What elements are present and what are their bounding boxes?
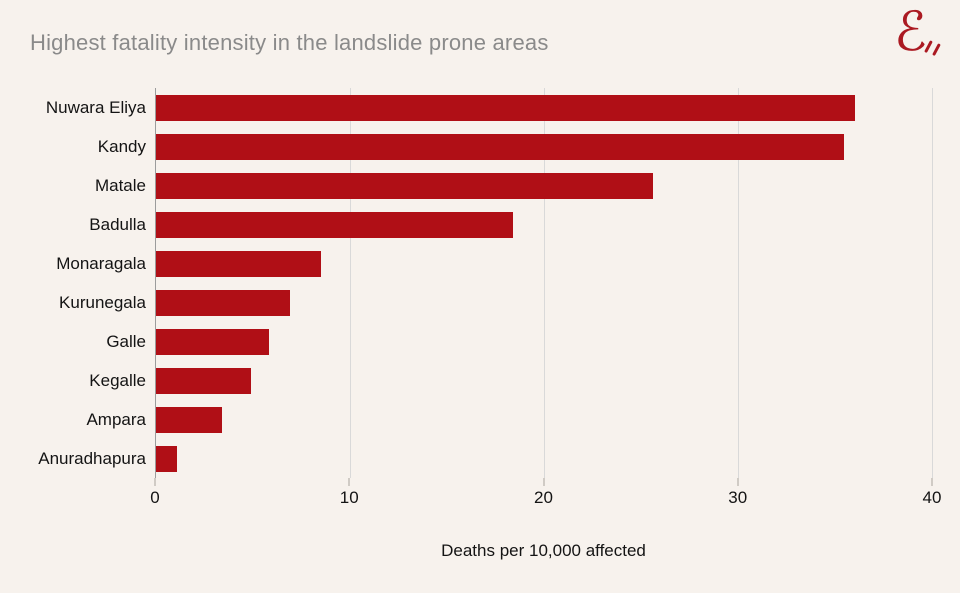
x-axis-ticks: 0 10 20 30 40 bbox=[150, 478, 941, 518]
category-label: Badulla bbox=[89, 215, 146, 234]
category-label: Kegalle bbox=[89, 371, 146, 390]
bar-row bbox=[156, 439, 933, 478]
category-label: Kurunegala bbox=[59, 293, 146, 312]
bar-kegalle bbox=[156, 367, 252, 394]
bar-kandy bbox=[156, 133, 844, 160]
bar-kurunegala bbox=[156, 289, 291, 316]
bar-row bbox=[156, 205, 933, 244]
category-label: Anuradhapura bbox=[38, 449, 146, 468]
category-label: Matale bbox=[94, 176, 146, 195]
category-label: Monaragala bbox=[56, 254, 146, 273]
bar-row bbox=[156, 244, 933, 283]
x-tick-mark bbox=[737, 478, 739, 486]
plot-area bbox=[155, 88, 933, 478]
bar-matale bbox=[156, 172, 654, 199]
x-tick-label: 40 bbox=[922, 488, 942, 507]
x-tick-mark bbox=[154, 478, 156, 486]
x-axis-title: Deaths per 10,000 affected bbox=[441, 541, 646, 560]
x-tick-mark bbox=[931, 478, 933, 486]
bar-nuwara-eliya bbox=[156, 94, 856, 121]
bar-row bbox=[156, 127, 933, 166]
brand-logo: ℰ bbox=[892, 0, 946, 78]
logo-slash-icon bbox=[932, 43, 941, 56]
y-axis-labels: Nuwara Eliya Kandy Matale Badulla Monaragala… bbox=[0, 88, 146, 478]
bar-row bbox=[156, 322, 933, 361]
bar-badulla bbox=[156, 211, 514, 238]
x-tick-mark bbox=[543, 478, 544, 486]
bar-ampara bbox=[156, 406, 223, 433]
category-label: Galle bbox=[106, 332, 146, 351]
category-label: Ampara bbox=[86, 410, 146, 429]
bar-monaragala bbox=[156, 250, 322, 277]
bar-anuradhapura bbox=[156, 445, 178, 472]
x-tick-label: 10 bbox=[339, 488, 359, 507]
bar-row bbox=[156, 361, 933, 400]
bar-row bbox=[156, 88, 933, 127]
x-tick-label: 30 bbox=[728, 488, 748, 507]
x-tick-label: 0 bbox=[150, 488, 160, 507]
bar-galle bbox=[156, 328, 269, 355]
category-label: Nuwara Eliya bbox=[45, 98, 146, 117]
bar-row bbox=[156, 166, 933, 205]
script-e-logo-icon: ℰ bbox=[894, 0, 927, 63]
x-tick-label: 20 bbox=[534, 488, 553, 507]
category-label: Kandy bbox=[97, 137, 146, 156]
bar-row bbox=[156, 283, 933, 322]
x-tick-mark bbox=[348, 478, 350, 486]
bar-row bbox=[156, 400, 933, 439]
chart-title: Highest fatality intensity in the landsl… bbox=[30, 30, 549, 55]
